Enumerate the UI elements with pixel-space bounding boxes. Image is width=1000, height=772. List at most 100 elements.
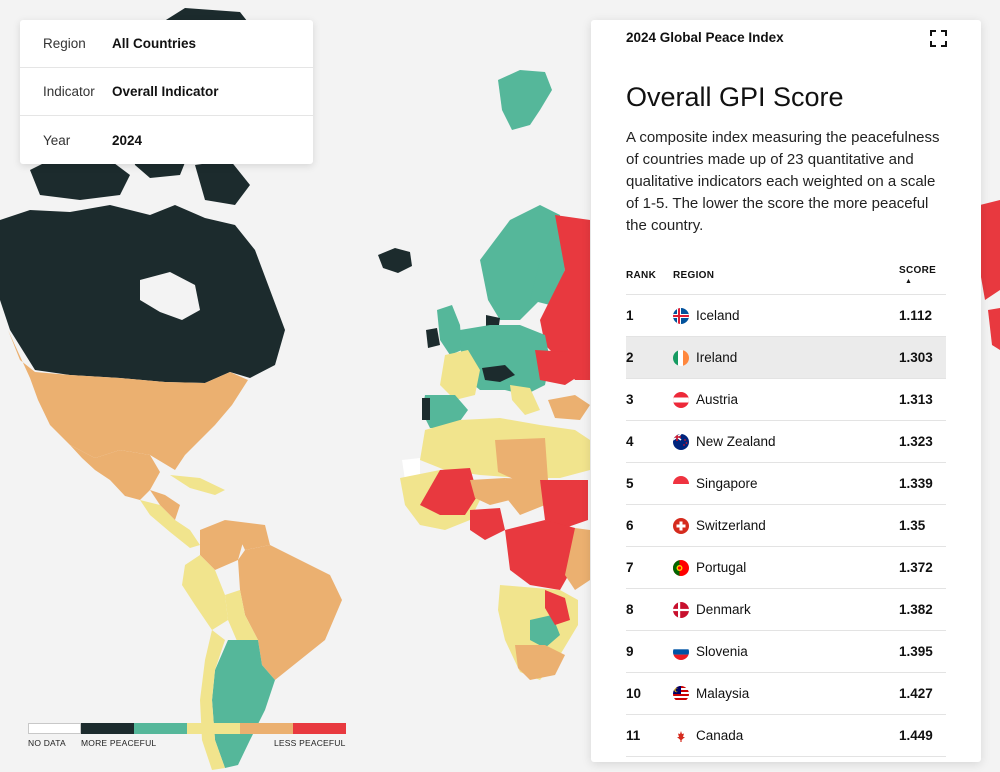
map-region-usa [8,330,248,470]
country-cell[interactable]: Slovenia [696,644,748,659]
year-filter-label: Year [43,132,71,148]
legend-no-data-label: NO DATA [28,738,66,748]
score-cell: 1.395 [899,644,933,659]
map-region-ukraine [535,350,585,385]
country-cell[interactable]: Singapore [696,476,758,491]
map-region-western-sahara [402,458,420,480]
score-column-header[interactable]: SCORE [899,265,937,276]
filter-panel: Region All Countries Indicator Overall I… [20,20,313,164]
region-filter[interactable]: Region All Countries [20,20,313,68]
map-region-france [440,350,480,400]
year-filter-value[interactable]: 2024 [112,132,143,148]
score-cell: 1.303 [899,350,933,365]
legend-swatch-2 [134,723,187,734]
indicator-filter-value[interactable]: Overall Indicator [112,84,219,99]
ranking-panel: 2024 Global Peace Index Overall GPI Scor… [591,20,981,762]
table-row[interactable]: 9 Slovenia 1.395 [626,631,946,673]
legend-color-scale [28,723,346,734]
indicator-filter-label: Indicator [43,84,95,99]
map-region-europe [460,325,550,395]
rank-cell: 8 [626,602,634,617]
switzerland-flag-icon [673,518,689,534]
austria-flag-icon [673,392,689,408]
legend-swatch-1 [81,723,134,734]
score-cell: 1.382 [899,602,933,617]
rank-cell: 10 [626,686,642,701]
map-region-iberia [422,395,468,428]
denmark-flag-icon [673,602,689,618]
rank-cell: 5 [626,476,634,491]
country-cell[interactable]: New Zealand [696,434,776,449]
table-row[interactable]: 6 Switzerland 1.35 [626,505,946,547]
table-row[interactable]: 7 Portugal 1.372 [626,547,946,589]
slovenia-flag-icon [673,644,689,660]
rank-cell: 11 [626,728,641,743]
country-cell[interactable]: Malaysia [696,686,750,701]
singapore-flag-icon [673,476,689,492]
table-row[interactable]: 3 Austria 1.313 [626,379,946,421]
indicator-filter[interactable]: Indicator Overall Indicator [20,68,313,116]
rank-cell: 3 [626,392,634,407]
table-row[interactable]: 2 Ireland 1.303 [626,337,946,379]
country-cell[interactable]: Iceland [696,308,740,323]
iceland-flag-icon [673,308,689,324]
map-region-russia [540,215,590,380]
country-cell[interactable]: Switzerland [696,518,766,533]
map-region-venezuela [225,520,270,550]
legend-more-peaceful-label: MORE PEACEFUL [81,738,157,748]
region-column-header[interactable]: REGION [673,270,715,281]
map-region-chile [200,630,225,770]
map-region-iceland [378,248,412,273]
map-region-peru [182,555,228,630]
panel-description: A composite index measuring the peaceful… [626,129,940,234]
map-region-mali [420,468,478,515]
table-header: RANK REGION SCORE ▲ [626,264,946,295]
map-region-east-africa [565,528,590,590]
country-cell[interactable]: Ireland [696,350,738,365]
score-cell: 1.427 [899,686,933,701]
map-region-argentina [212,640,275,768]
canada-flag-icon [673,728,689,744]
table-row[interactable]: 1 Iceland 1.112 [626,295,946,337]
map-region-south-africa [515,645,565,680]
legend-less-peaceful-label: LESS PEACEFUL [274,738,346,748]
map-region-turkey [548,395,590,420]
rank-column-header[interactable]: RANK [626,270,657,281]
sort-ascending-icon[interactable]: ▲ [905,278,912,285]
score-cell: 1.372 [899,560,933,575]
score-cell: 1.323 [899,434,933,449]
table-row[interactable]: 8 Denmark 1.382 [626,589,946,631]
score-cell: 1.112 [899,308,933,323]
table-row[interactable]: 5 Singapore 1.339 [626,463,946,505]
map-region-niger [470,478,510,505]
ireland-flag-icon [673,350,689,366]
score-cell: 1.339 [899,476,933,491]
country-cell[interactable]: Portugal [696,560,747,575]
table-row[interactable]: 10 Malaysia 1.427 [626,673,946,715]
country-cell[interactable]: Austria [696,392,739,407]
rank-cell: 6 [626,518,634,533]
legend-swatch-4 [240,723,293,734]
table-row[interactable]: 4 New Zealand 1.323 [626,421,946,463]
panel-header: 2024 Global Peace Index [626,30,784,45]
table-row[interactable]: 11 Canada 1.449 [626,715,946,757]
map-legend: NO DATA MORE PEACEFUL LESS PEACEFUL [28,723,346,752]
fullscreen-icon[interactable] [930,30,947,47]
rank-cell: 7 [626,560,634,575]
malaysia-flag-icon [673,686,689,702]
portugal-flag-icon [673,560,689,576]
region-filter-value[interactable]: All Countries [112,36,197,51]
map-region-brazil [238,545,342,680]
legend-swatch-no-data [28,723,81,734]
country-cell[interactable]: Denmark [696,602,751,617]
rank-cell: 1 [626,308,634,323]
legend-swatch-5 [293,723,346,734]
map-region-chad [505,478,545,515]
map-region-finland [530,215,565,305]
country-cell[interactable]: Canada [696,728,744,743]
map-region-sudan [540,480,588,528]
score-cell: 1.35 [899,518,926,533]
year-filter[interactable]: Year 2024 [20,116,313,164]
map-region-nigeria [470,508,505,540]
map-region-bolivia [225,590,258,648]
